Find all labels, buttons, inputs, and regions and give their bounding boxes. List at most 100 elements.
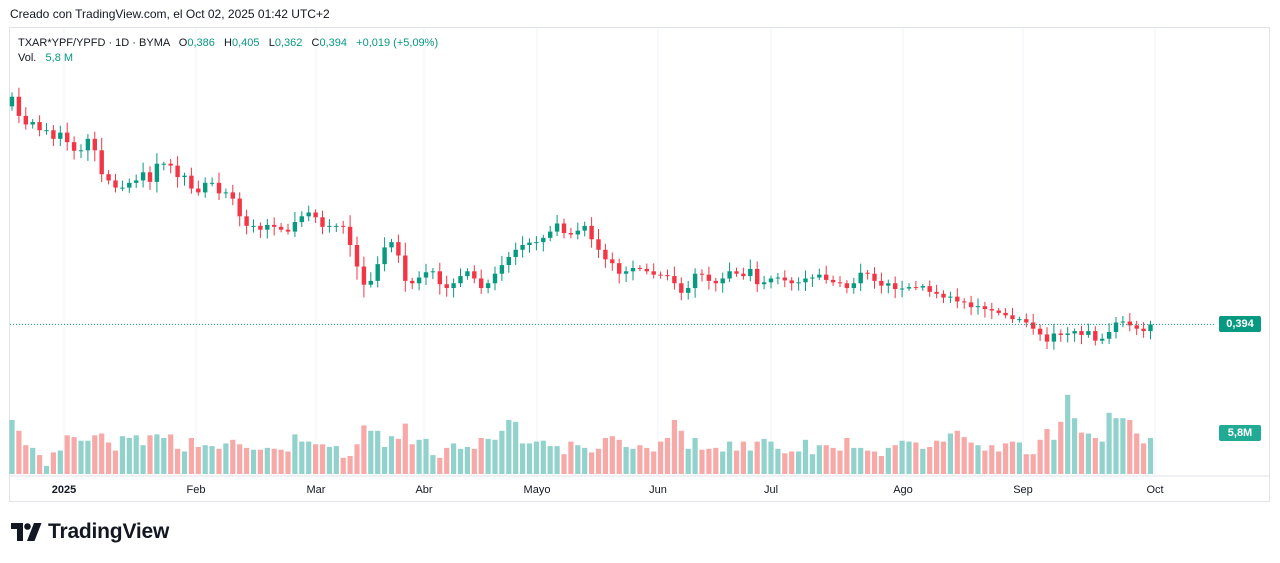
candle-body bbox=[1024, 319, 1029, 323]
volume-bar bbox=[278, 449, 284, 474]
candle bbox=[803, 270, 808, 291]
candle-body bbox=[223, 192, 229, 194]
candle bbox=[561, 218, 567, 239]
candle bbox=[1065, 327, 1070, 343]
candle bbox=[23, 107, 28, 130]
candle bbox=[658, 271, 663, 279]
candle-body bbox=[368, 280, 373, 285]
volume-bar bbox=[699, 449, 705, 474]
volume-bar bbox=[540, 440, 546, 474]
candle-body bbox=[692, 273, 698, 289]
candle-body bbox=[278, 226, 284, 230]
volume-bar bbox=[285, 451, 291, 474]
candle-body bbox=[465, 271, 470, 277]
volume-bar bbox=[878, 456, 884, 474]
candle bbox=[686, 280, 691, 300]
volume-bar bbox=[961, 437, 967, 474]
candle bbox=[416, 271, 422, 291]
candle-body bbox=[78, 150, 84, 152]
candle bbox=[410, 277, 415, 289]
candle-body bbox=[313, 212, 318, 218]
volume-bar bbox=[230, 439, 236, 474]
volume-bar bbox=[347, 456, 353, 474]
candle-body bbox=[844, 283, 850, 289]
volume-bar bbox=[340, 457, 346, 474]
candle-body bbox=[672, 276, 677, 284]
candle bbox=[1037, 324, 1043, 341]
candle bbox=[1148, 320, 1153, 340]
volume-bar bbox=[237, 444, 243, 474]
volume-bar bbox=[595, 448, 602, 474]
candle bbox=[182, 172, 187, 186]
volume-bar bbox=[313, 444, 319, 474]
volume-bar bbox=[589, 452, 595, 474]
candle bbox=[403, 242, 408, 292]
candle bbox=[755, 261, 760, 293]
candle-body bbox=[134, 180, 139, 183]
volume-bar bbox=[809, 454, 815, 474]
candle-body bbox=[520, 245, 525, 250]
volume-bar bbox=[71, 437, 77, 474]
candle bbox=[223, 188, 229, 199]
volume-bar bbox=[1009, 441, 1016, 474]
tradingview-logo[interactable]: TradingView bbox=[11, 520, 169, 544]
volume-bar bbox=[727, 441, 733, 474]
candle-body bbox=[120, 187, 125, 189]
candle bbox=[216, 172, 222, 200]
candle-body bbox=[989, 309, 994, 311]
volume-bar bbox=[609, 436, 615, 474]
candle-body bbox=[686, 288, 691, 293]
symbol-name: TXAR*YPF/YPFD · 1D · BYMA bbox=[18, 37, 170, 49]
candle-body bbox=[1086, 331, 1091, 335]
candle bbox=[1141, 322, 1146, 338]
volume-bar bbox=[754, 441, 760, 474]
candle-body bbox=[582, 225, 587, 231]
candle bbox=[492, 266, 498, 291]
candle bbox=[465, 268, 470, 280]
candle-body bbox=[410, 280, 415, 284]
candle bbox=[423, 263, 429, 285]
candle bbox=[603, 243, 608, 268]
candle bbox=[1120, 315, 1126, 328]
volume-bar bbox=[713, 447, 719, 474]
candle bbox=[617, 258, 622, 284]
candle-body bbox=[51, 130, 56, 139]
volume-bar bbox=[244, 447, 250, 474]
candle-body bbox=[1065, 333, 1070, 335]
candle-body bbox=[899, 288, 905, 290]
volume-bar bbox=[1003, 443, 1009, 474]
candle-body bbox=[341, 225, 346, 227]
candle bbox=[327, 219, 332, 233]
chart-pane[interactable] bbox=[9, 27, 1270, 502]
candle-body bbox=[768, 278, 774, 283]
volume-bar bbox=[451, 443, 457, 474]
candle bbox=[472, 265, 477, 284]
symbol-legend: TXAR*YPF/YPFD · 1D · BYMA O0,386 H0,405 … bbox=[18, 35, 438, 51]
candle-body bbox=[858, 272, 863, 284]
volume-bar bbox=[823, 445, 829, 474]
candle bbox=[782, 270, 787, 288]
candle-body bbox=[755, 268, 760, 285]
candle-body bbox=[1093, 331, 1098, 341]
candle-body bbox=[1010, 315, 1015, 320]
candle-body bbox=[1134, 325, 1139, 329]
candle bbox=[1093, 326, 1098, 346]
candle-body bbox=[955, 296, 960, 302]
candle bbox=[1134, 320, 1139, 336]
candle bbox=[893, 276, 898, 299]
candle-body bbox=[637, 267, 643, 269]
candle bbox=[71, 136, 77, 160]
candle bbox=[147, 166, 153, 190]
candle bbox=[44, 123, 49, 135]
volume-bar bbox=[671, 420, 677, 474]
candle bbox=[844, 280, 850, 294]
volume-bar bbox=[1120, 418, 1126, 474]
candle-body bbox=[9, 96, 15, 107]
candle-body bbox=[127, 182, 132, 188]
candle bbox=[16, 87, 22, 124]
volume-bar bbox=[1085, 433, 1091, 474]
candle-body bbox=[327, 225, 332, 227]
candle-body bbox=[189, 175, 194, 189]
candle-body bbox=[803, 278, 808, 283]
